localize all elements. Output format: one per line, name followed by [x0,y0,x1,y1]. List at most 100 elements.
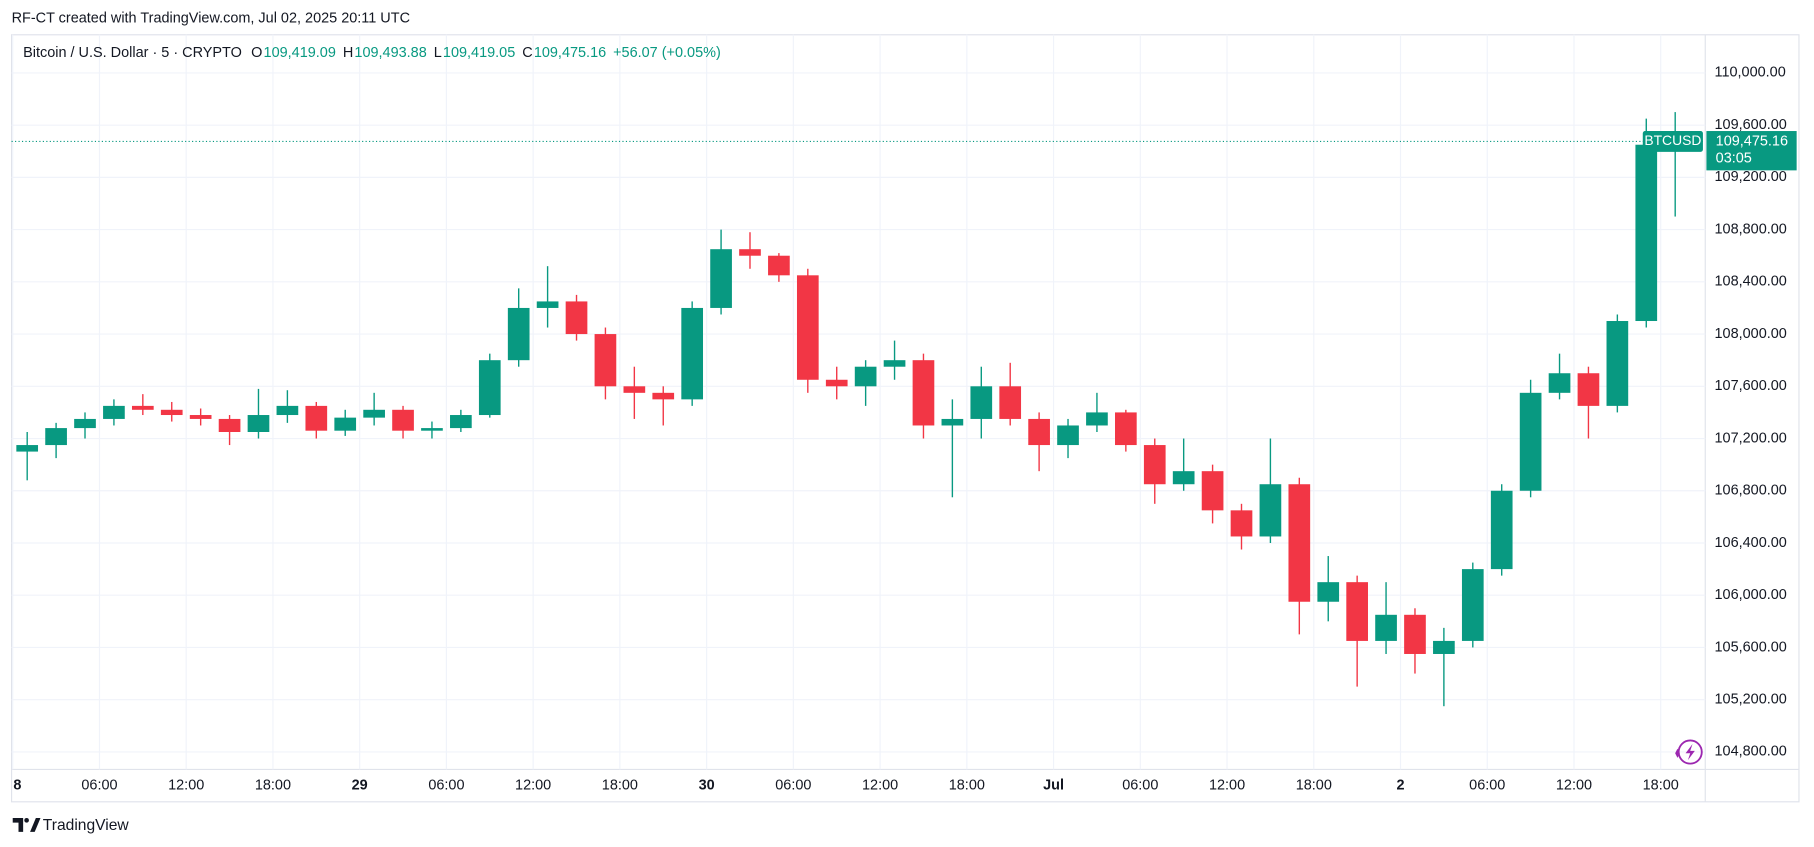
ohlc-key: C [522,45,532,61]
y-tick-label: 105,600.00 [1715,639,1787,655]
chart-frame [10,34,1800,803]
candle-body [536,301,559,308]
candle-body [1375,614,1397,641]
ohlc-key: O [251,45,262,61]
x-tick-label: 18:00 [1643,777,1679,793]
x-tick-label: 18:00 [255,777,291,793]
x-tick-label: 12:00 [168,777,204,793]
x-tick-label: 2 [1396,777,1404,793]
x-tick-label: 06:00 [775,777,811,793]
y-tick-label: 107,600.00 [1715,378,1787,394]
candle-body [710,249,732,308]
candle-body [1433,640,1455,654]
y-tick-label: 104,800.00 [1715,744,1787,760]
x-tick-label: 12:00 [1209,777,1245,793]
y-tick-label: 106,400.00 [1715,535,1787,551]
candle-body [160,409,183,416]
overlay: BTCUSD 109,475.16 03:05 [11,131,1797,171]
candle-body [681,307,704,400]
candle-body [1230,510,1253,537]
y-tick-label: 108,400.00 [1715,274,1787,290]
ohlc-key: H [343,45,353,61]
candle-body [1490,490,1513,570]
countdown: 03:05 [1716,151,1752,167]
y-tick-label: 106,800.00 [1715,483,1787,499]
candle-body [1115,412,1137,446]
candle-body [45,428,67,446]
candle-body [1086,412,1108,426]
candle-body [999,386,1022,419]
x-tick-label: 12:00 [515,777,551,793]
lightning-icon [1675,739,1703,765]
candle-body [421,428,443,431]
brand-name: TradingView [43,817,130,834]
candle-body [450,415,472,429]
candle-body [623,386,646,393]
candle-body [825,379,848,387]
candle-body [594,334,617,387]
candle-body [854,366,877,387]
candle-body [507,307,530,361]
candle-body [334,417,357,431]
symbol-legend: Bitcoin / U.S. Dollar · 5 · CRYPTO O 109,… [23,45,721,61]
candle-body [1057,425,1079,446]
candle-body [305,405,328,431]
candle-body [1346,582,1368,641]
candle-body [218,418,241,432]
candle-body [1259,484,1282,537]
y-tick-label: 109,200.00 [1715,169,1787,185]
candle-body [103,405,125,419]
candle-body [1143,445,1166,485]
x-tick-label: 12:00 [1556,777,1592,793]
candle-body [189,415,212,419]
candle-body [74,418,96,429]
candle-body [1404,614,1426,654]
candle-body [1317,582,1340,602]
candle-body [1548,373,1571,393]
candle-body [883,360,906,367]
candle-body [739,249,761,256]
x-tick-label: 8 [13,777,21,793]
x-tick-label: 18:00 [602,777,638,793]
candle-body [768,255,790,276]
ohlc-key: L [434,45,442,61]
candle-body [1288,484,1311,602]
x-tick-label: 18:00 [949,777,985,793]
candle-body [1461,569,1484,641]
candle-body [16,445,39,452]
x-tick-label: 06:00 [81,777,117,793]
y-tick-label: 109,600.00 [1715,117,1787,133]
symbol-name: Bitcoin / U.S. Dollar · 5 · CRYPTO [23,45,242,61]
candle-body [247,415,270,432]
y-tick-label: 110,000.00 [1715,65,1786,81]
x-tick-label: 18:00 [1296,777,1332,793]
grid: 104,800.00 105,200.00 105,600.00 106,000.00… [11,34,1787,793]
candle-body [912,360,935,426]
ohlc-value: 109,419.09 [264,45,336,61]
y-tick-label: 107,200.00 [1715,430,1787,446]
tradingview-logo: TradingView [12,817,130,834]
created-caption: RF-CT created with TradingView.com, Jul … [12,10,410,26]
candle-body [941,418,964,426]
candle-body [276,405,299,416]
candle-body [652,392,675,400]
y-tick-label: 105,200.00 [1715,691,1787,707]
x-tick-label: 06:00 [1122,777,1158,793]
candle-body [131,405,154,410]
price-tag-label: 109,475.16 [1716,133,1788,149]
candle-body [363,409,385,418]
candle-body [1635,144,1658,322]
ticker-label: BTCUSD [1644,132,1701,148]
ohlc-value: 109,493.88 [354,45,426,61]
x-tick-label: 29 [352,777,368,793]
ohlc-change: +56.07 (+0.05%) [613,45,721,61]
y-tick-label: 108,800.00 [1715,221,1787,237]
x-tick-label: Jul [1043,777,1064,793]
ticker-tag [1642,131,1703,152]
x-tick-label: 06:00 [1469,777,1505,793]
candle-body [1577,373,1600,406]
ohlc-value: 109,419.05 [443,45,515,61]
candle-body [970,386,993,419]
